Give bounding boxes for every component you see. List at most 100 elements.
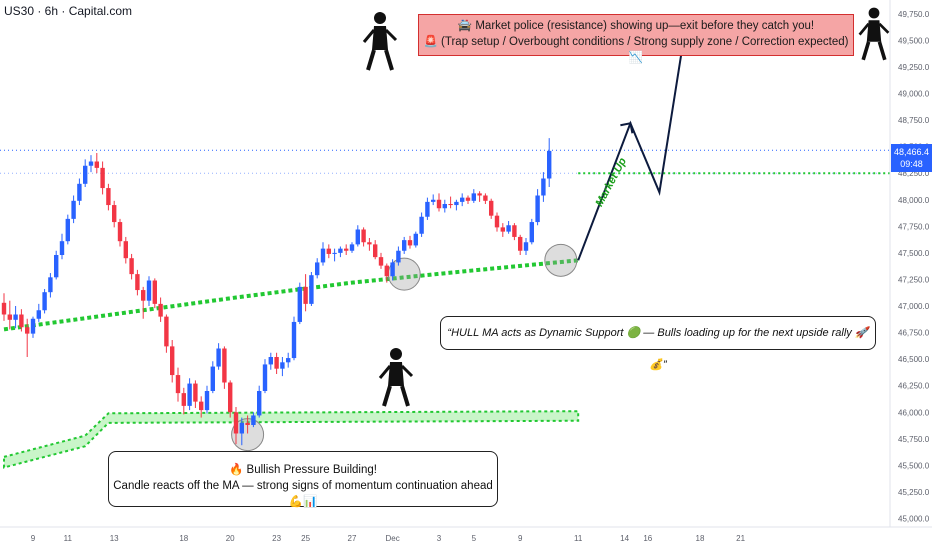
y-tick-label: 46,250.0: [898, 382, 930, 391]
candle-82: [477, 193, 482, 196]
x-tick-label: 20: [226, 534, 235, 543]
x-tick-label: 23: [272, 534, 281, 543]
candle-69: [402, 240, 407, 251]
candle-88: [512, 225, 517, 237]
y-tick-label: 46,750.0: [898, 329, 930, 338]
candle-87: [506, 225, 511, 232]
current-price: 48,466.4: [893, 147, 930, 157]
candle-30: [175, 375, 181, 394]
candle-94: [547, 150, 552, 179]
candle-70: [407, 240, 413, 246]
candle-10: [59, 241, 65, 255]
candle-42: [245, 422, 250, 425]
candle-3: [19, 314, 24, 328]
candle-86: [500, 227, 505, 232]
candle-47: [274, 357, 279, 369]
candle-19: [112, 205, 117, 223]
y-tick-label: 48,000.0: [898, 196, 930, 205]
candle-93: [541, 178, 546, 196]
candle-22: [129, 258, 134, 275]
candle-71: [413, 233, 418, 246]
candle-46: [268, 357, 273, 365]
candle-56: [326, 248, 331, 254]
y-tick-label: 46,500.0: [898, 355, 930, 364]
x-tick-label: Dec: [385, 534, 399, 543]
x-tick-label: 9: [518, 534, 523, 543]
candle-41: [239, 422, 244, 434]
bullish-pressure-callout: 🔥 Bullish Pressure Building! Candle reac…: [108, 451, 498, 508]
y-tick-label: 45,500.0: [898, 461, 930, 470]
candle-60: [349, 244, 355, 251]
candle-12: [71, 200, 76, 219]
candle-5: [30, 318, 36, 334]
hull-ma-line: [3, 258, 579, 332]
candle-84: [489, 200, 494, 216]
y-tick-label: 48,250.0: [898, 169, 930, 178]
candle-14: [83, 165, 88, 184]
candle-44: [257, 391, 262, 416]
x-tick-label: 21: [736, 534, 745, 543]
support-zone: [3, 410, 580, 469]
candle-25: [146, 280, 152, 301]
projection-arrowhead-2: [620, 122, 634, 134]
candle-85: [494, 215, 500, 228]
symbol-label: US30 · 6h · Capital.com: [4, 4, 133, 18]
candle-24: [141, 290, 146, 301]
candle-7: [42, 292, 47, 311]
candle-74: [431, 199, 436, 202]
candle-32: [187, 383, 192, 406]
x-tick-label: 9: [31, 534, 36, 543]
candle-80: [465, 197, 471, 201]
candle-8: [48, 277, 53, 293]
candle-78: [454, 201, 459, 206]
candle-13: [77, 183, 82, 201]
candle-48: [280, 362, 285, 369]
candle-16: [94, 161, 99, 168]
y-tick-label: 49,000.0: [898, 90, 930, 99]
bullish-callout-line-1: 🔥 Bullish Pressure Building!: [229, 464, 377, 476]
candle-29: [170, 346, 175, 376]
candle-61: [355, 229, 360, 245]
candle-34: [199, 401, 204, 411]
y-tick-label: 47,250.0: [898, 275, 930, 284]
candle-21: [123, 241, 128, 259]
candle-57: [332, 252, 337, 254]
y-tick-label: 47,000.0: [898, 302, 930, 311]
candle-50: [291, 321, 297, 359]
candle-59: [344, 248, 349, 251]
candle-77: [448, 204, 453, 206]
candle-33: [193, 383, 198, 402]
y-tick-label: 46,000.0: [898, 408, 930, 417]
candle-65: [378, 257, 384, 266]
candle-63: [367, 242, 372, 245]
candle-54: [315, 262, 320, 276]
candle-43: [251, 415, 256, 425]
resistance-callout-line-2: 🚨 (Trap setup / Overbought conditions / …: [423, 36, 849, 64]
candle-26: [152, 280, 157, 304]
candle-51: [297, 286, 302, 322]
y-tick-label: 48,750.0: [898, 116, 930, 125]
candle-45: [262, 364, 268, 391]
x-tick-label: 14: [620, 534, 629, 543]
candle-55: [320, 248, 326, 263]
x-tick-label: 27: [348, 534, 357, 543]
y-tick-label: 49,750.0: [898, 10, 930, 19]
y-tick-label: 47,750.0: [898, 222, 930, 231]
y-tick-label: 45,750.0: [898, 435, 930, 444]
resistance-callout: 🚔 Market police (resistance) showing up—…: [418, 14, 854, 64]
candle-15: [88, 161, 94, 166]
bar-countdown: 09:48: [900, 159, 923, 169]
candle-64: [373, 244, 378, 258]
bullish-callout-line-2: Candle reacts off the MA — strong signs …: [113, 480, 493, 508]
candle-89: [518, 236, 523, 251]
candle-0: [1, 302, 7, 315]
candle-40: [233, 412, 239, 434]
y-tick-label: 47,500.0: [898, 249, 930, 258]
resistance-callout-line-1: 🚔 Market police (resistance) showing up—…: [457, 20, 815, 32]
candle-73: [425, 201, 430, 217]
candle-17: [100, 167, 105, 189]
candle-53: [309, 275, 314, 304]
candle-92: [535, 195, 540, 223]
candle-39: [228, 382, 233, 413]
